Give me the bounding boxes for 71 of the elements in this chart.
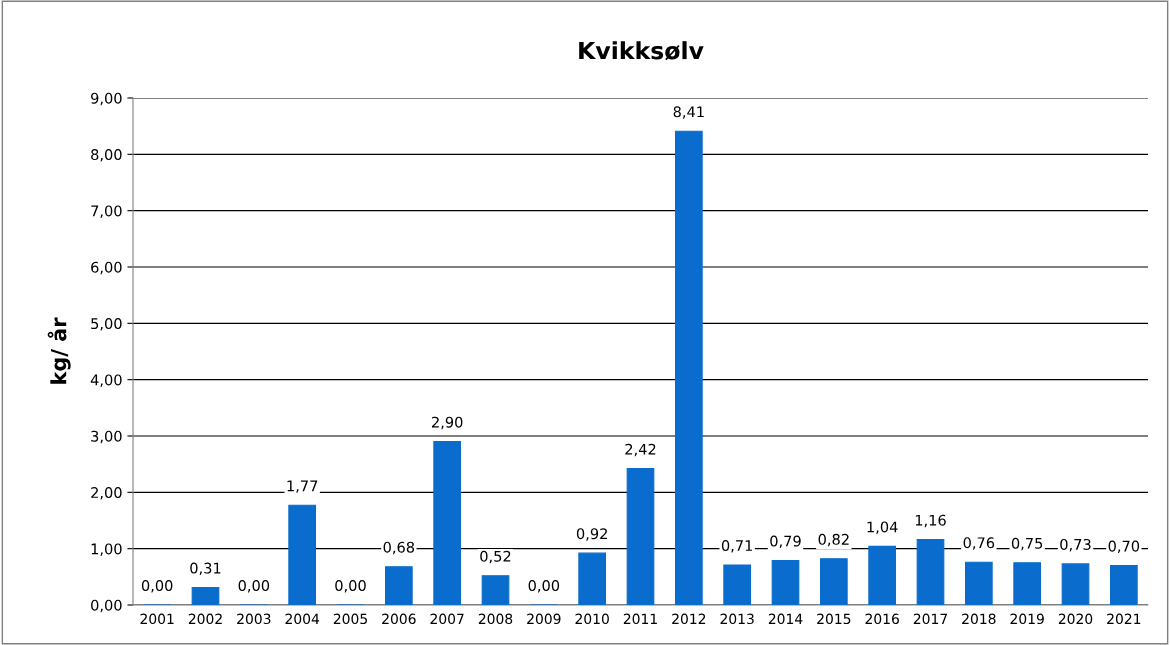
bar <box>819 558 848 605</box>
x-tick-label: 2013 <box>720 613 754 625</box>
y-tick-label: 5,00 <box>91 318 122 331</box>
data-label: 0,76 <box>963 537 995 550</box>
x-tick-label: 2011 <box>623 613 657 625</box>
data-label: 2,42 <box>625 443 656 457</box>
x-tick-label: 2014 <box>768 613 803 625</box>
x-tick-label: 2003 <box>237 613 271 625</box>
data-label: 0,52 <box>480 550 511 564</box>
data-label: 0,00 <box>238 580 270 593</box>
bar <box>433 441 462 605</box>
data-label: 1,77 <box>287 480 318 493</box>
y-tick-label: 4,00 <box>90 374 122 387</box>
x-tick-label: 2002 <box>188 613 222 625</box>
bar <box>674 130 703 605</box>
chart-title: Kvikksølv <box>579 41 704 61</box>
x-tick-label: 2012 <box>672 613 706 625</box>
bar <box>1061 563 1090 605</box>
data-label: 0,70 <box>1108 540 1140 554</box>
data-label: 0,31 <box>190 562 221 576</box>
y-tick-label: 7,00 <box>91 205 122 218</box>
x-tick-label: 2001 <box>140 613 174 625</box>
bar <box>626 468 655 605</box>
bar <box>191 586 220 605</box>
data-label: 0,75 <box>1011 537 1043 551</box>
y-tick-label: 8,00 <box>91 149 122 162</box>
x-tick-label: 2021 <box>1107 613 1141 625</box>
bar <box>1109 565 1138 605</box>
x-tick-label: 2008 <box>478 613 513 625</box>
y-tick-label: 6,00 <box>91 261 122 275</box>
bar <box>868 545 897 605</box>
x-tick-label: 2007 <box>430 613 464 625</box>
bar <box>481 575 510 605</box>
data-label: 0,82 <box>818 533 849 547</box>
x-tick-label: 2020 <box>1058 613 1093 625</box>
bar <box>384 566 413 605</box>
bar <box>578 552 607 605</box>
x-tick-label: 2016 <box>865 613 899 625</box>
data-label: 0,71 <box>721 540 753 553</box>
bar <box>964 561 993 605</box>
x-tick-label: 2018 <box>962 613 996 625</box>
y-tick-label: 0,00 <box>91 599 122 613</box>
x-tick-label: 2006 <box>382 613 416 625</box>
data-label: 2,90 <box>432 416 463 430</box>
y-tick-label: 2,00 <box>91 487 122 500</box>
bar <box>771 559 800 605</box>
bar <box>723 564 752 605</box>
data-label: 0,73 <box>1060 538 1091 552</box>
data-label: 0,92 <box>576 528 607 541</box>
x-tick-label: 2015 <box>817 613 851 625</box>
y-tick-label: 1,00 <box>91 543 122 556</box>
data-label: 8,41 <box>673 106 704 119</box>
data-label: 1,04 <box>867 521 898 534</box>
bar <box>1013 562 1042 605</box>
data-label: 0,00 <box>335 580 366 593</box>
x-tick-label: 2019 <box>1010 613 1044 625</box>
data-label: 0,00 <box>141 580 173 593</box>
x-tick-label: 2010 <box>575 613 609 625</box>
data-label: 0,68 <box>383 541 415 555</box>
x-tick-label: 2004 <box>285 613 320 625</box>
y-tick-label: 9,00 <box>91 92 122 106</box>
data-label: 1,16 <box>915 514 946 528</box>
bar <box>288 504 317 605</box>
bar <box>916 539 945 605</box>
x-tick-label: 2009 <box>527 613 561 625</box>
data-label: 0,79 <box>770 535 801 549</box>
y-axis-title: kg/ år <box>47 317 71 384</box>
data-label: 0,00 <box>528 580 560 593</box>
y-tick-label: 3,00 <box>91 430 122 444</box>
x-tick-label: 2017 <box>913 613 947 625</box>
x-tick-label: 2005 <box>333 613 367 625</box>
